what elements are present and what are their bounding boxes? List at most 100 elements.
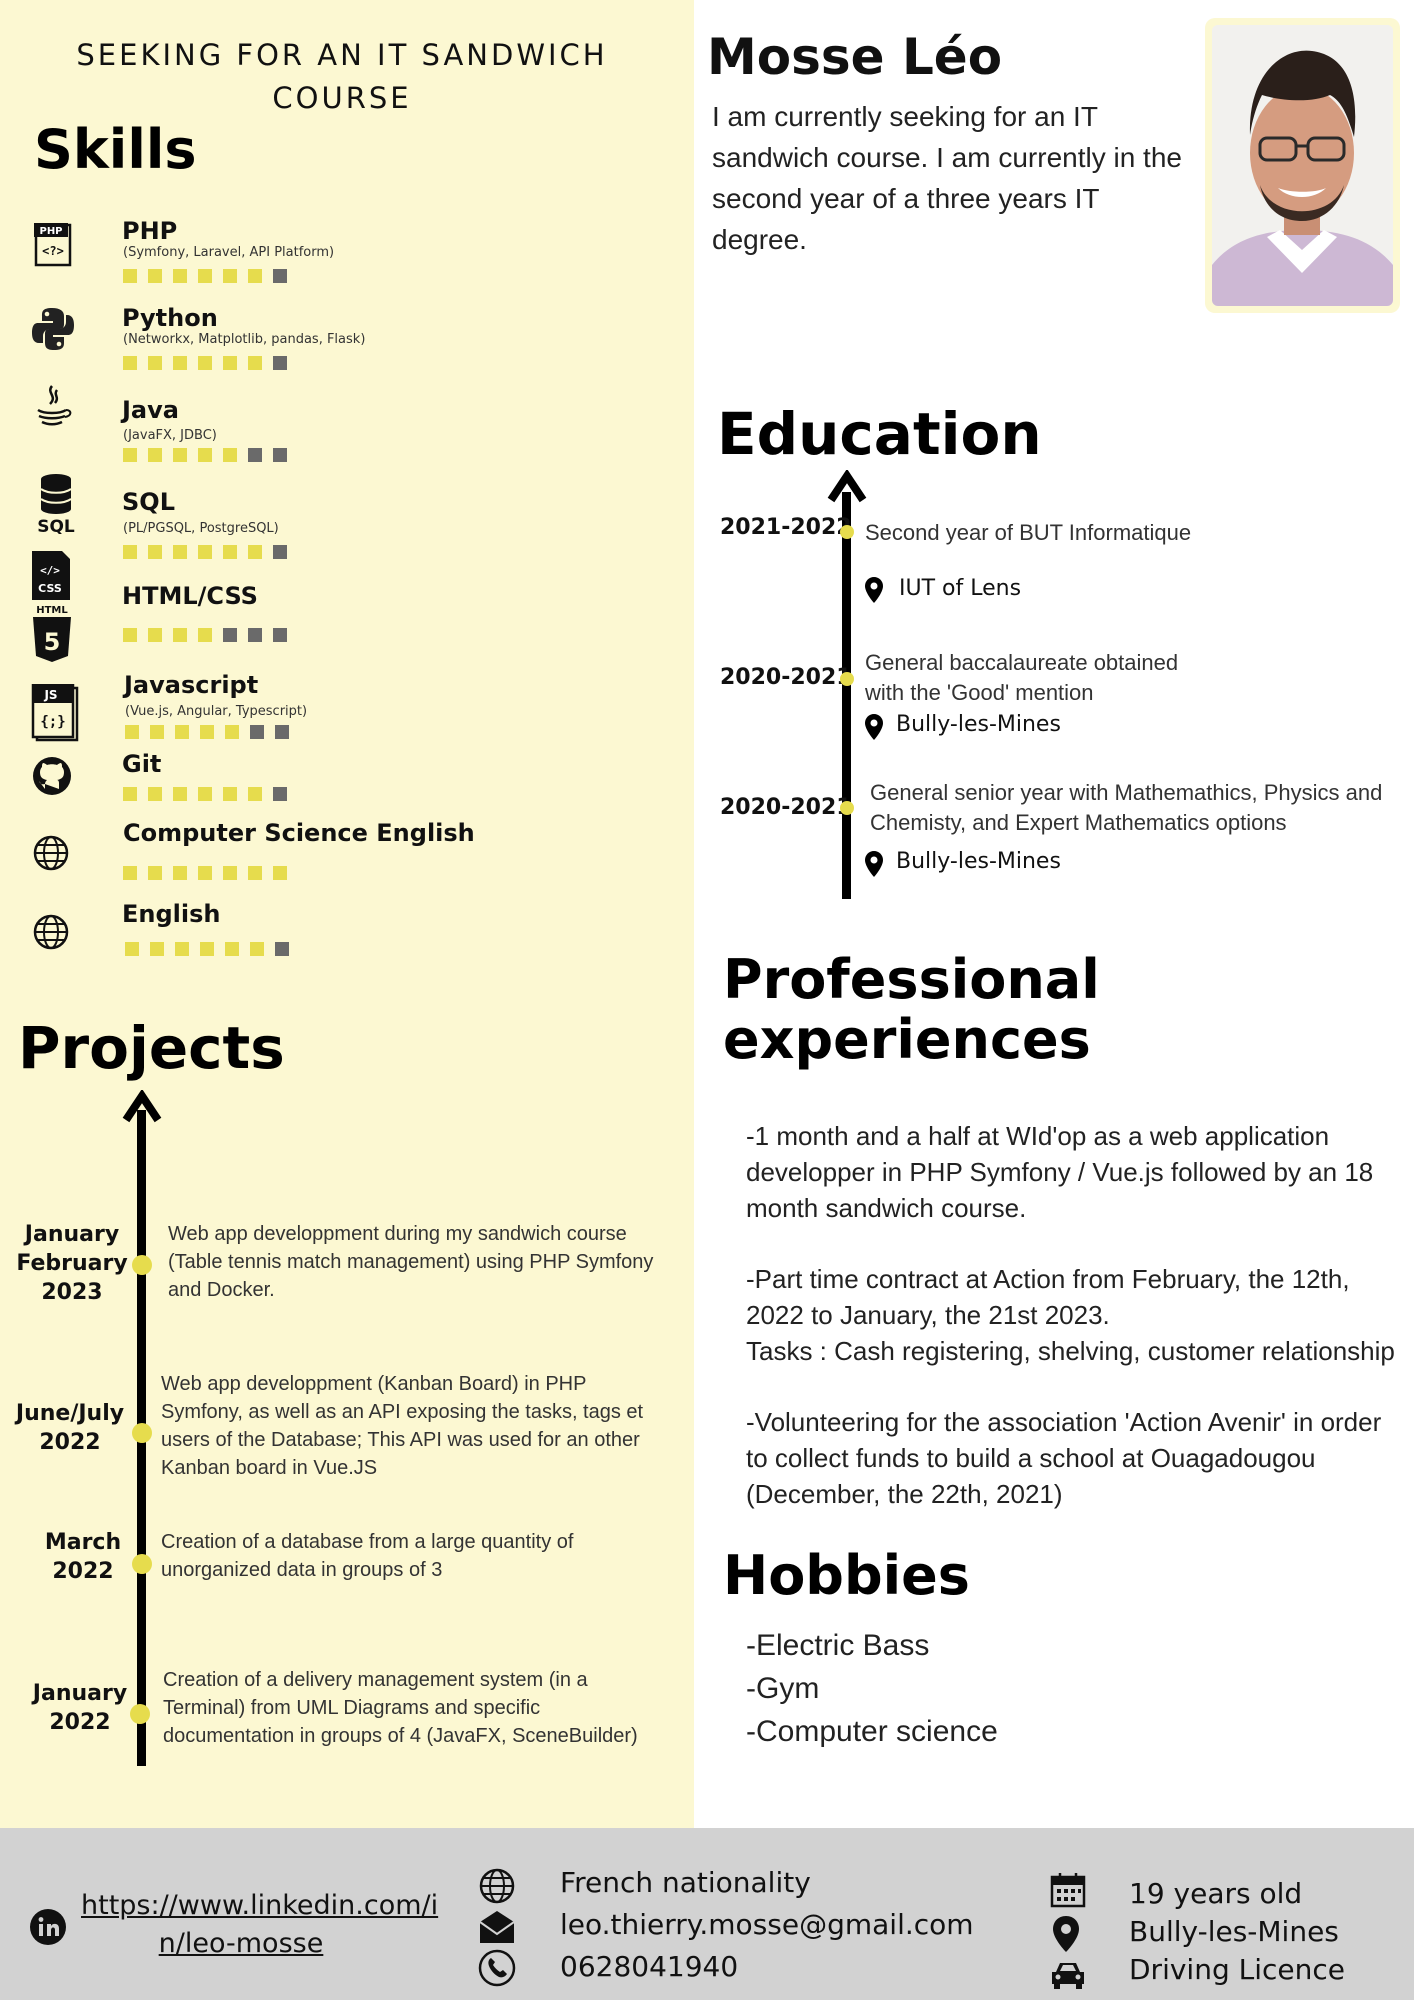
skill-sub: (Vue.js, Angular, Typescript) [125,704,308,719]
svg-text:CSS: CSS [38,582,62,595]
hobby-item: -Gym [746,1672,820,1705]
js-file-icon: JS {;} [31,684,79,742]
education-year: 2020-2021 [720,795,852,820]
skill-sub: (PL/PGSQL, PostgreSQL) [123,521,279,536]
level-square-filled [150,725,164,739]
education-description: Second year of BUT Informatique [865,520,1192,545]
timeline-dot [130,1704,150,1724]
level-square-empty [248,628,262,642]
skill-level-bars [123,448,287,462]
footer [0,1828,1414,2000]
globe-icon [33,914,69,950]
skill-sub: (Symfony, Laravel, API Platform) [123,245,335,260]
timeline-dot [132,1423,152,1443]
level-square-filled [175,725,189,739]
level-square-filled [198,787,212,801]
database-icon: SQL [37,474,75,534]
education-year: 2020-2021 [720,665,852,690]
experiences-title: Professional experiences [723,948,1100,1071]
level-square-filled [150,942,164,956]
level-square-filled [225,725,239,739]
education-year: 2021-2022 [720,515,852,540]
level-square-filled [223,448,237,462]
project-description: Web app developpment during my sandwich … [168,1223,654,1301]
level-square-filled [198,448,212,462]
age: 19 years old [1129,1877,1303,1910]
city: Bully-les-Mines [1129,1915,1339,1948]
skill-name: Git [122,750,162,778]
phone-number: 0628041940 [560,1950,739,1983]
hobby-item: -Electric Bass [746,1629,930,1662]
intro-text: I am currently seeking for an IT sandwic… [712,101,1182,255]
arrow-up-icon [122,1090,162,1123]
level-square-filled [198,866,212,880]
svg-text:JS: JS [43,688,57,702]
html-css-icon: </> CSS HTML 5 [32,551,71,662]
svg-text:<?>: <?> [42,244,64,258]
skill-name: Javascript [124,671,259,699]
svg-text:PHP: PHP [39,226,62,237]
level-square-filled [200,725,214,739]
location-pin-icon [1053,1916,1079,1952]
education-description: General senior year with Mathemathics, P… [870,780,1383,835]
github-icon [33,757,71,795]
level-square-filled [198,545,212,559]
level-square-filled [123,356,137,370]
level-square-filled [125,725,139,739]
project-description: Web app developpment (Kanban Board) in P… [161,1373,644,1479]
hobbies-title: Hobbies [723,1544,970,1607]
level-square-filled [173,356,187,370]
level-square-filled [148,269,162,283]
level-square-filled [248,356,262,370]
svg-text:5: 5 [44,628,61,656]
education-location: Bully-les-Mines [896,712,1061,737]
level-square-filled [148,448,162,462]
level-square-empty [273,356,287,370]
experience-item: -1 month and a half at WId'op as a web a… [746,1121,1374,1223]
location-pin-icon [865,577,883,603]
level-square-filled [173,628,187,642]
level-square-filled [173,448,187,462]
level-square-filled [248,269,262,283]
level-square-filled [123,628,137,642]
education-title: Education [717,400,1042,468]
skill-level-bars [123,866,287,880]
level-square-filled [123,787,137,801]
level-square-filled [148,628,162,642]
skill-level-bars [123,269,287,283]
calendar-icon [1050,1873,1086,1908]
level-square-filled [223,866,237,880]
arrow-up-icon [827,470,867,503]
skill-sub: (Networkx, Matplotlib, pandas, Flask) [123,332,366,347]
level-square-filled [148,787,162,801]
level-square-filled [148,356,162,370]
project-description: Creation of a delivery management system… [163,1669,638,1747]
education-timeline [842,492,851,899]
level-square-filled [223,356,237,370]
level-square-filled [250,942,264,956]
skill-level-bars [123,356,287,370]
skill-level-bars [123,787,287,801]
project-date: March 2022 [44,1530,122,1584]
skill-name: English [122,900,221,928]
level-square-filled [173,269,187,283]
linkedin-link[interactable]: https://www.linkedin.com/i n/leo-mosse [81,1890,439,1959]
level-square-empty [273,448,287,462]
level-square-empty [275,725,289,739]
skill-sub: (JavaFX, JDBC) [123,428,217,443]
education-description: General baccalaureate obtained with the … [865,650,1179,705]
experience-item: -Volunteering for the association 'Actio… [746,1407,1382,1509]
level-square-empty [248,448,262,462]
timeline-dot [132,1554,152,1574]
level-square-filled [173,787,187,801]
envelope-icon [479,1911,515,1943]
email-link[interactable]: leo.thierry.mosse@gmail.com [560,1908,974,1941]
skill-name: SQL [122,488,175,516]
level-square-empty [275,942,289,956]
left-panel [0,0,694,1828]
driving-licence: Driving Licence [1129,1953,1345,1986]
skill-name: Computer Science English [123,819,475,847]
experiences-list: -1 month and a half at WId'op as a web a… [746,1118,1406,1547]
location-pin-icon [865,714,883,740]
globe-icon [33,835,69,871]
